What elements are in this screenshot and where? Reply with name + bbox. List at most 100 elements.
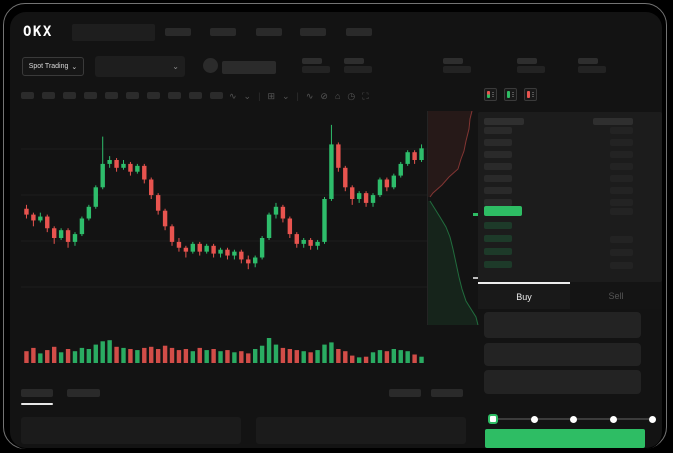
book-asks-colorbar [527, 91, 530, 98]
ticker-stat-label-placeholder [517, 58, 537, 64]
bid-price-placeholder[interactable] [484, 261, 512, 268]
ask-price-placeholder[interactable] [484, 139, 512, 146]
ticker-stat-label-placeholder [302, 58, 322, 64]
total-field[interactable] [484, 370, 641, 394]
active-tab-underline [21, 403, 53, 405]
ask-price-placeholder[interactable] [484, 163, 512, 170]
trade-tabs: Buy Sell [478, 282, 662, 309]
history-panel-placeholder [256, 417, 466, 444]
chart-type-icon[interactable]: ∿ [229, 90, 237, 101]
ask-amount-placeholder[interactable] [610, 151, 633, 158]
grid-layout-icon[interactable]: ⊞ [267, 90, 275, 101]
ask-price-placeholder[interactable] [484, 151, 512, 158]
ask-amount-placeholder[interactable] [610, 139, 633, 146]
book-bids-icon[interactable] [504, 88, 517, 101]
icon-lines [532, 91, 534, 98]
orders-panel-placeholder [21, 417, 241, 444]
buy-submit-button[interactable] [485, 429, 645, 448]
coin-icon [203, 58, 218, 73]
compare-icon[interactable]: ⊘ [320, 90, 328, 101]
timeframe-button-placeholder[interactable] [105, 92, 118, 99]
depth-profile[interactable] [427, 110, 480, 326]
book-bids-colorbar [507, 91, 510, 98]
search-input[interactable] [72, 24, 155, 41]
fullscreen-icon[interactable]: ⛶ [362, 90, 369, 101]
bid-amount-placeholder[interactable] [610, 262, 633, 269]
timeframe-button-placeholder[interactable] [168, 92, 181, 99]
ask-amount-placeholder[interactable] [610, 127, 633, 134]
history-icon[interactable]: ◷ [347, 90, 356, 101]
book-asks-icon[interactable] [524, 88, 537, 101]
timeframe-button-placeholder[interactable] [84, 92, 97, 99]
timeframe-button-placeholder[interactable] [42, 92, 55, 99]
nav-item-placeholder[interactable] [256, 28, 282, 36]
price-field[interactable] [484, 312, 641, 338]
ticker-stat-value-placeholder [578, 66, 606, 73]
app-window: OKX Spot Trading ⌄ ⌄ ∿ ⌄ | ⊞ ⌄ | ∿ ⊘ ⌂ ◷ ⛶ [10, 12, 662, 448]
bid-price-placeholder[interactable] [484, 235, 512, 242]
book-combined-colorbar [487, 91, 490, 98]
slider-stop[interactable] [530, 415, 538, 423]
ask-price-placeholder[interactable] [484, 175, 512, 182]
ask-amount-placeholder[interactable] [610, 199, 633, 206]
ticker-stat-value-placeholder [302, 66, 330, 73]
indicators-icon[interactable]: ∿ [305, 90, 314, 101]
bid-price-placeholder[interactable] [484, 222, 512, 229]
market-type-selector[interactable]: Spot Trading ⌄ [22, 57, 84, 76]
bid-amount-placeholder[interactable] [610, 249, 633, 256]
tab-buy[interactable]: Buy [478, 282, 570, 309]
ask-amount-placeholder[interactable] [610, 163, 633, 170]
timeframe-button-placeholder[interactable] [63, 92, 76, 99]
chevron-down-icon[interactable]: ⌄ [243, 90, 252, 101]
tab-sell[interactable]: Sell [570, 282, 662, 309]
bid-price-placeholder[interactable] [484, 248, 512, 255]
bottom-action-placeholder[interactable] [389, 389, 421, 397]
slider-stop[interactable] [649, 415, 656, 423]
ticker-stat-label-placeholder [443, 58, 463, 64]
ask-price-placeholder[interactable] [484, 127, 512, 134]
bottom-tab-placeholder[interactable] [67, 389, 100, 397]
timeframe-button-placeholder[interactable] [21, 92, 34, 99]
chevron-down-icon: ⌄ [71, 63, 78, 71]
ask-amount-placeholder[interactable] [610, 175, 633, 182]
pair-selector-dropdown[interactable]: ⌄ [95, 56, 185, 77]
order-book[interactable] [478, 112, 662, 282]
divider: | [296, 91, 299, 101]
book-header-price-placeholder [484, 118, 524, 125]
okx-logo[interactable]: OKX [23, 24, 53, 40]
ask-price-placeholder[interactable] [484, 199, 512, 206]
ticker-stat-value-placeholder [443, 66, 471, 73]
market-type-label: Spot Trading [28, 63, 69, 70]
bottom-action-placeholder[interactable] [431, 389, 463, 397]
timeframe-button-placeholder[interactable] [189, 92, 202, 99]
timeframe-button-placeholder[interactable] [126, 92, 139, 99]
slider-handle[interactable] [488, 414, 498, 424]
candlestick-chart[interactable] [21, 111, 427, 367]
nav-item-placeholder[interactable] [165, 28, 191, 36]
chart-toolbar: ∿ ⌄ | ⊞ ⌄ | ∿ ⊘ ⌂ ◷ ⛶ [229, 89, 369, 103]
ticker-stat-label-placeholder [344, 58, 364, 64]
bottom-tab-placeholder-active[interactable] [21, 389, 53, 397]
nav-item-placeholder[interactable] [300, 28, 326, 36]
bid-amount-placeholder[interactable] [610, 236, 633, 243]
timeframe-button-placeholder[interactable] [210, 92, 223, 99]
chevron-down-icon[interactable]: ⌄ [281, 90, 290, 101]
ticker-stat-value-placeholder [517, 66, 545, 73]
nav-item-placeholder[interactable] [210, 28, 236, 36]
slider-stop[interactable] [570, 415, 577, 423]
ask-amount-placeholder[interactable] [610, 187, 633, 194]
book-combined-icon[interactable] [484, 88, 497, 101]
timeframe-button-placeholder[interactable] [147, 92, 160, 99]
device-frame [3, 3, 667, 449]
nav-item-placeholder[interactable] [346, 28, 372, 36]
icon-lines [492, 91, 494, 98]
amount-field[interactable] [484, 343, 641, 366]
icon-lines [512, 91, 514, 98]
ask-price-placeholder[interactable] [484, 187, 512, 194]
book-header-amount-placeholder [593, 118, 633, 125]
slider-stop[interactable] [609, 415, 617, 423]
amount-slider[interactable] [488, 412, 656, 426]
last-price-amount-placeholder [610, 208, 633, 215]
snapshot-icon[interactable]: ⌂ [334, 91, 341, 101]
last-price-bar[interactable] [484, 206, 522, 216]
